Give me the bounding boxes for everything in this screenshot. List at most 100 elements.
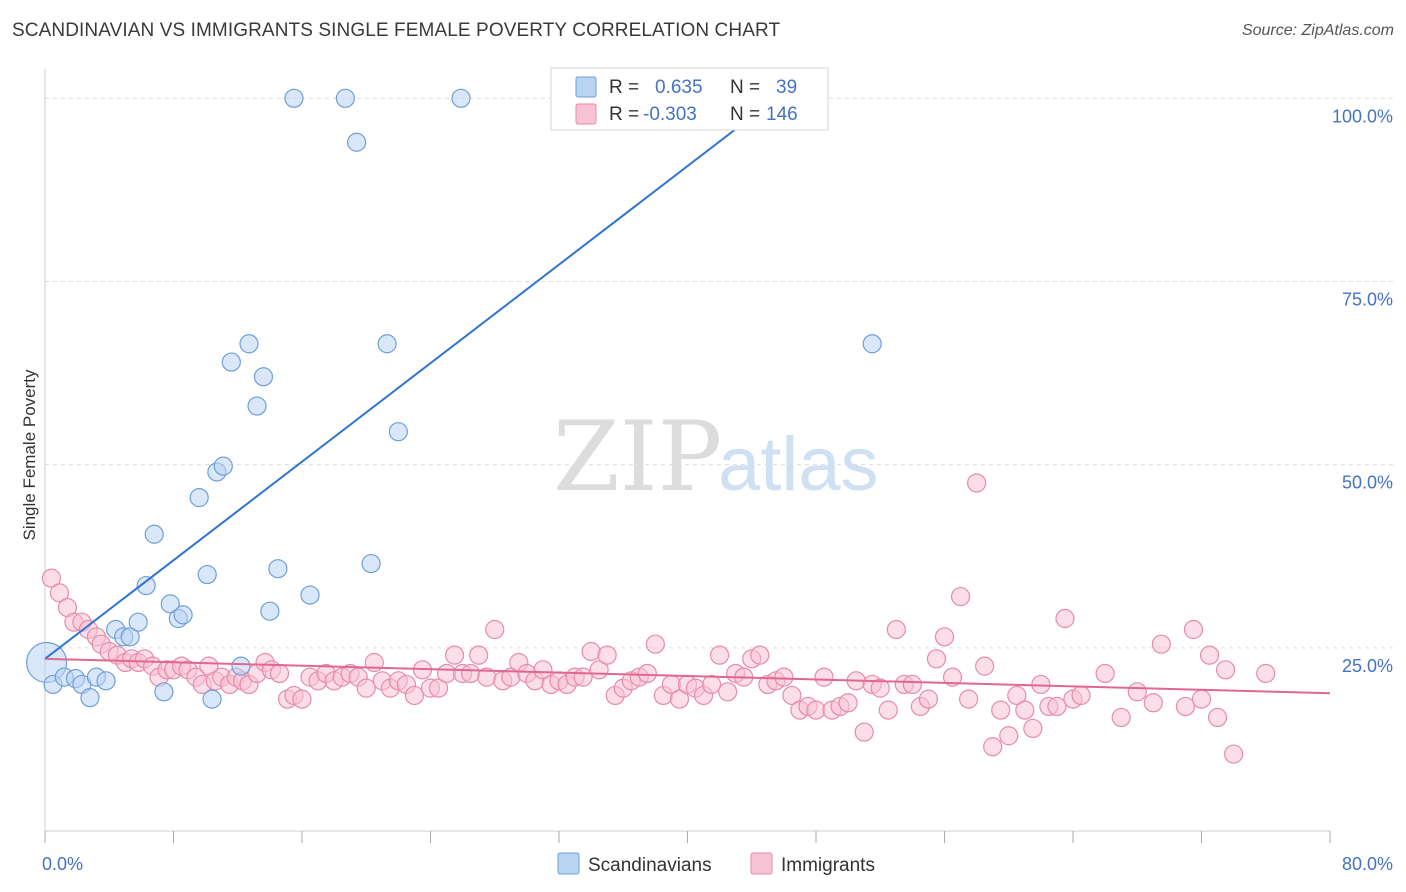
scandinavians-point [189, 488, 209, 508]
scandinavians-point [202, 689, 222, 709]
scandinavians-point [160, 594, 180, 614]
immigrants-point [469, 645, 489, 665]
legend-n-value-scandinavians: 39 [776, 77, 797, 98]
scandinavians-point [388, 422, 408, 442]
scandinavians-point [247, 396, 267, 416]
immigrants-point [870, 678, 890, 698]
immigrants-point [902, 674, 922, 695]
scandinavians-point [231, 656, 251, 676]
immigrants-point [1023, 718, 1043, 739]
watermark-zip: ZIP [553, 401, 722, 513]
scandinavians-point [221, 352, 241, 372]
immigrants-point [967, 473, 987, 493]
scandinavians-point [120, 627, 140, 647]
y-tick-label-3: 100.0% [1332, 106, 1393, 126]
immigrants-point [485, 619, 505, 640]
immigrants-point [1191, 689, 1212, 709]
scandinavians-point [80, 688, 100, 708]
scandinavians-point [377, 334, 397, 354]
scandinavians-point [284, 88, 304, 108]
scandinavians-points [26, 88, 882, 709]
scandinavians-point [197, 564, 217, 585]
scandinavians-point [96, 671, 116, 691]
immigrants-point [444, 645, 465, 665]
scandinavians-point [173, 605, 193, 625]
source-credit: Source: ZipAtlas.com [1241, 22, 1394, 39]
immigrants-point [533, 660, 553, 680]
immigrants-point [1199, 645, 1220, 665]
scandinavians-point [239, 334, 259, 354]
immigrants-point [1055, 608, 1075, 629]
immigrants-point [1256, 663, 1276, 684]
immigrants-point [750, 645, 770, 665]
x-tick-label-1: 80.0% [1342, 854, 1393, 874]
immigrants-point [41, 568, 62, 588]
immigrants-point [461, 663, 481, 684]
immigrants-point [356, 678, 376, 698]
y-tick-label-0: 25.0% [1342, 656, 1393, 676]
legend-label-immigrants: Immigrants [781, 855, 875, 876]
legend-n-label-immigrants: N = [730, 104, 760, 125]
immigrants-point [975, 656, 995, 676]
y-tick-label-1: 50.0% [1342, 473, 1393, 493]
scandinavians-point [136, 575, 156, 596]
scandinavians-point [862, 334, 882, 354]
immigrants-point [1151, 634, 1171, 654]
scandinavians-point [213, 456, 233, 476]
immigrants-point [292, 689, 312, 709]
watermark: ZIP atlas [553, 401, 879, 513]
immigrants-point [918, 689, 939, 709]
scandinavians-point [268, 559, 288, 579]
immigrants-point [710, 645, 730, 665]
scandinavians-point [154, 682, 174, 702]
scandinavians-point [253, 367, 274, 387]
immigrants-point [991, 700, 1011, 720]
immigrants-point [774, 667, 794, 687]
scandinavians-point [451, 88, 471, 108]
immigrants-point [1127, 682, 1147, 702]
y-tick-labels: 25.0% 50.0% 75.0% 100.0% [1332, 106, 1393, 676]
immigrants-point [1095, 663, 1115, 684]
immigrants-point [878, 700, 898, 720]
immigrants-point [958, 689, 979, 709]
immigrants-point [637, 663, 657, 684]
scandinavians-point [300, 585, 320, 605]
immigrants-point [1215, 660, 1236, 680]
immigrants-point [886, 619, 906, 640]
immigrants-point [581, 641, 601, 662]
immigrants-point [269, 663, 290, 684]
immigrants-point [669, 689, 690, 709]
correlation-legend: R = 0.635 N = 39 R = -0.303 N = 146 [550, 67, 829, 131]
immigrants-point [950, 586, 971, 607]
immigrants-point [814, 667, 834, 687]
x-tick-label-0: 0.0% [42, 854, 83, 874]
legend-swatch-bottom-scandinavians [557, 852, 580, 875]
immigrants-point [1007, 685, 1027, 706]
legend-r-value-scandinavians: 0.635 [655, 77, 703, 98]
scandinavians-point [335, 88, 355, 108]
immigrants-point [1224, 744, 1244, 764]
grid-lines [45, 97, 1394, 649]
immigrants-point [983, 737, 1003, 757]
y-tick-label-2: 75.0% [1342, 289, 1393, 309]
immigrants-point [806, 700, 826, 720]
immigrants-point [1111, 707, 1131, 728]
immigrants-point [436, 663, 457, 684]
legend-r-label-immigrants: R = [609, 104, 639, 125]
immigrants-point [926, 649, 947, 669]
legend-r-label-scandinavians: R = [609, 77, 639, 98]
chart-title: SCANDINAVIAN VS IMMIGRANTS SINGLE FEMALE… [12, 20, 781, 41]
scandinavians-point [347, 132, 367, 152]
immigrants-point [1047, 696, 1067, 717]
immigrants-point [1015, 700, 1035, 720]
scandinavians-point [144, 524, 164, 544]
immigrants-point [838, 693, 858, 713]
immigrants-point [999, 726, 1019, 746]
axes [44, 69, 1331, 843]
immigrants-point [854, 722, 874, 742]
immigrants-points [41, 473, 1276, 764]
immigrants-point [645, 634, 665, 654]
legend-swatch-scandinavians [575, 76, 597, 98]
immigrants-point [718, 682, 738, 702]
